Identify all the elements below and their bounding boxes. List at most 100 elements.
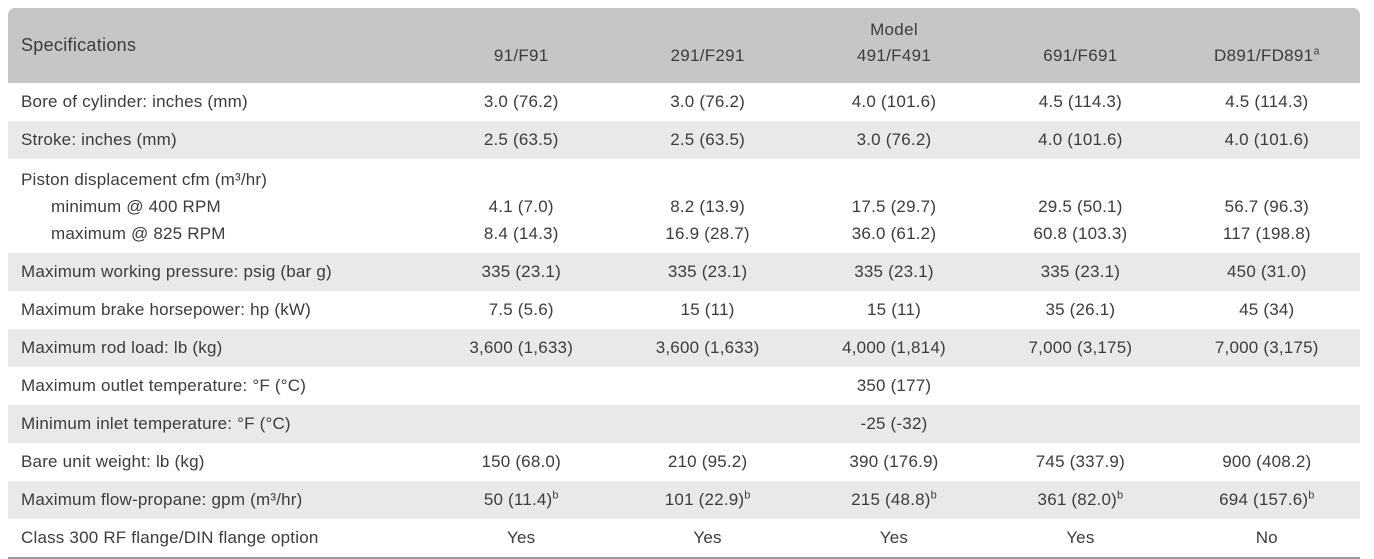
value-cell: 29.5 (50.1) 60.8 (103.3) (987, 159, 1174, 253)
value-cell: 15 (11) (614, 291, 801, 329)
corner-header: Specifications (8, 8, 428, 83)
value-cell: Yes (800, 519, 988, 559)
specifications-table: Specifications Model 91/F91 291/F291 491/F… (8, 8, 1360, 559)
value-cell: 3.0 (76.2) (614, 83, 801, 121)
table-row: Piston displacement cfm (m³/hr) minimum @… (8, 159, 1360, 253)
value-cell (987, 367, 1174, 405)
row-label: Stroke: inches (mm) (8, 121, 428, 159)
column-header: 491/F491 (800, 44, 988, 83)
value-cell: 335 (23.1) (987, 253, 1174, 291)
spec-table: Specifications Model 91/F91 291/F291 491/F… (8, 8, 1360, 559)
value-cell: 335 (23.1) (428, 253, 615, 291)
model-group-header: Model (428, 8, 1360, 44)
header-group-row: Specifications Model (8, 8, 1360, 83)
value-cell (987, 405, 1174, 443)
value-cell: No (1173, 519, 1360, 559)
value-cell: 45 (34) (1173, 291, 1360, 329)
value-cell: 335 (23.1) (614, 253, 801, 291)
value-cell: 17.5 (29.7) 36.0 (61.2) (800, 159, 988, 253)
value-cell: 694 (157.6)b (1173, 481, 1360, 519)
row-sublabel: minimum @ 400 RPM (51, 197, 221, 216)
value-line: 16.9 (28.7) (665, 224, 750, 243)
value-cell: 4.0 (101.6) (987, 121, 1174, 159)
value-cell: 350 (177) (800, 367, 988, 405)
value-cell: 2.5 (63.5) (428, 121, 615, 159)
column-header: 91/F91 (428, 44, 615, 83)
value-cell: 361 (82.0)b (987, 481, 1174, 519)
value-cell: 101 (22.9)b (614, 481, 801, 519)
value-line: 29.5 (50.1) (1038, 197, 1123, 216)
value-cell: 56.7 (96.3) 117 (198.8) (1173, 159, 1360, 253)
footnote-marker: b (1117, 489, 1124, 502)
value-line: 36.0 (61.2) (851, 224, 937, 243)
table-row: Maximum rod load: lb (kg) 3,600 (1,633) 3,… (8, 329, 1360, 367)
value-cell: 3.0 (76.2) (428, 83, 615, 121)
value-cell: 15 (11) (800, 291, 988, 329)
column-header: 691/F691 (987, 44, 1174, 83)
table-row: Class 300 RF flange/DIN flange option Yes… (8, 519, 1360, 559)
row-label: Bore of cylinder: inches (mm) (8, 83, 428, 121)
value-cell (614, 367, 801, 405)
value-cell: Yes (614, 519, 801, 559)
value-cell: 7.5 (5.6) (428, 291, 615, 329)
column-header: 291/F291 (614, 44, 801, 83)
value-cell: 335 (23.1) (800, 253, 988, 291)
value-cell (428, 405, 615, 443)
table-row: Bare unit weight: lb (kg) 150 (68.0) 210 (… (8, 443, 1360, 481)
row-label-title: Piston displacement cfm (m³/hr) (21, 170, 268, 189)
table-row: Bore of cylinder: inches (mm) 3.0 (76.2) 3… (8, 83, 1360, 121)
value-cell: 35 (26.1) (987, 291, 1174, 329)
row-label: Maximum brake horsepower: hp (kW) (8, 291, 428, 329)
row-sublabel: maximum @ 825 RPM (51, 224, 226, 243)
row-label: Maximum flow-propane: gpm (m³/hr) (8, 481, 428, 519)
value-line: 8.2 (13.9) (670, 197, 745, 216)
value-cell: 390 (176.9) (800, 443, 988, 481)
value-cell: Yes (987, 519, 1174, 559)
value-cell: -25 (-32) (800, 405, 988, 443)
table-row: Maximum flow-propane: gpm (m³/hr) 50 (11.… (8, 481, 1360, 519)
value-line: 17.5 (29.7) (851, 197, 937, 216)
row-label: Maximum outlet temperature: °F (°C) (8, 367, 428, 405)
value-line: 8.4 (14.3) (483, 224, 559, 243)
value-cell (1173, 367, 1360, 405)
footnote-marker: b (930, 489, 937, 502)
value-cell: 210 (95.2) (614, 443, 801, 481)
value-cell: 7,000 (3,175) (987, 329, 1174, 367)
column-header: D891/FD891a (1173, 44, 1360, 83)
row-label: Bare unit weight: lb (kg) (8, 443, 428, 481)
value-line: 60.8 (103.3) (1033, 224, 1128, 243)
spec-table-body: Bore of cylinder: inches (mm) 3.0 (76.2) 3… (8, 83, 1360, 559)
value-cell: 450 (31.0) (1173, 253, 1360, 291)
value-cell (614, 405, 801, 443)
value-cell: 3.0 (76.2) (800, 121, 988, 159)
row-label: Maximum working pressure: psig (bar g) (8, 253, 428, 291)
value-cell: 3,600 (1,633) (428, 329, 615, 367)
table-row: Maximum brake horsepower: hp (kW) 7.5 (5.… (8, 291, 1360, 329)
value-cell (1173, 405, 1360, 443)
value-cell: 4,000 (1,814) (800, 329, 988, 367)
value-cell: 900 (408.2) (1173, 443, 1360, 481)
value-cell: 7,000 (3,175) (1173, 329, 1360, 367)
footnote-marker: b (552, 489, 559, 502)
value-line: 4.1 (7.0) (488, 197, 554, 216)
row-label: Minimum inlet temperature: °F (°C) (8, 405, 428, 443)
value-cell: 4.0 (101.6) (1173, 121, 1360, 159)
value-cell: 2.5 (63.5) (614, 121, 801, 159)
spec-table-header: Specifications Model 91/F91 291/F291 491/F… (8, 8, 1360, 83)
value-cell: 215 (48.8)b (800, 481, 988, 519)
row-label: Piston displacement cfm (m³/hr) minimum @… (8, 159, 428, 253)
value-cell: 150 (68.0) (428, 443, 615, 481)
value-cell: 8.2 (13.9) 16.9 (28.7) (614, 159, 801, 253)
value-line: 117 (198.8) (1222, 224, 1311, 243)
table-row: Maximum working pressure: psig (bar g) 33… (8, 253, 1360, 291)
model-columns-row: 91/F91 291/F291 491/F491 691/F691 D891/FD891… (8, 44, 1360, 83)
value-cell: 745 (337.9) (987, 443, 1174, 481)
table-row: Minimum inlet temperature: °F (°C) -25 (-… (8, 405, 1360, 443)
table-row: Maximum outlet temperature: °F (°C) 350 (… (8, 367, 1360, 405)
footnote-marker: b (744, 489, 751, 502)
value-cell: 4.5 (114.3) (1173, 83, 1360, 121)
row-label: Maximum rod load: lb (kg) (8, 329, 428, 367)
value-cell (428, 367, 615, 405)
value-cell: 50 (11.4)b (428, 481, 615, 519)
table-row: Stroke: inches (mm) 2.5 (63.5) 2.5 (63.5) 3… (8, 121, 1360, 159)
